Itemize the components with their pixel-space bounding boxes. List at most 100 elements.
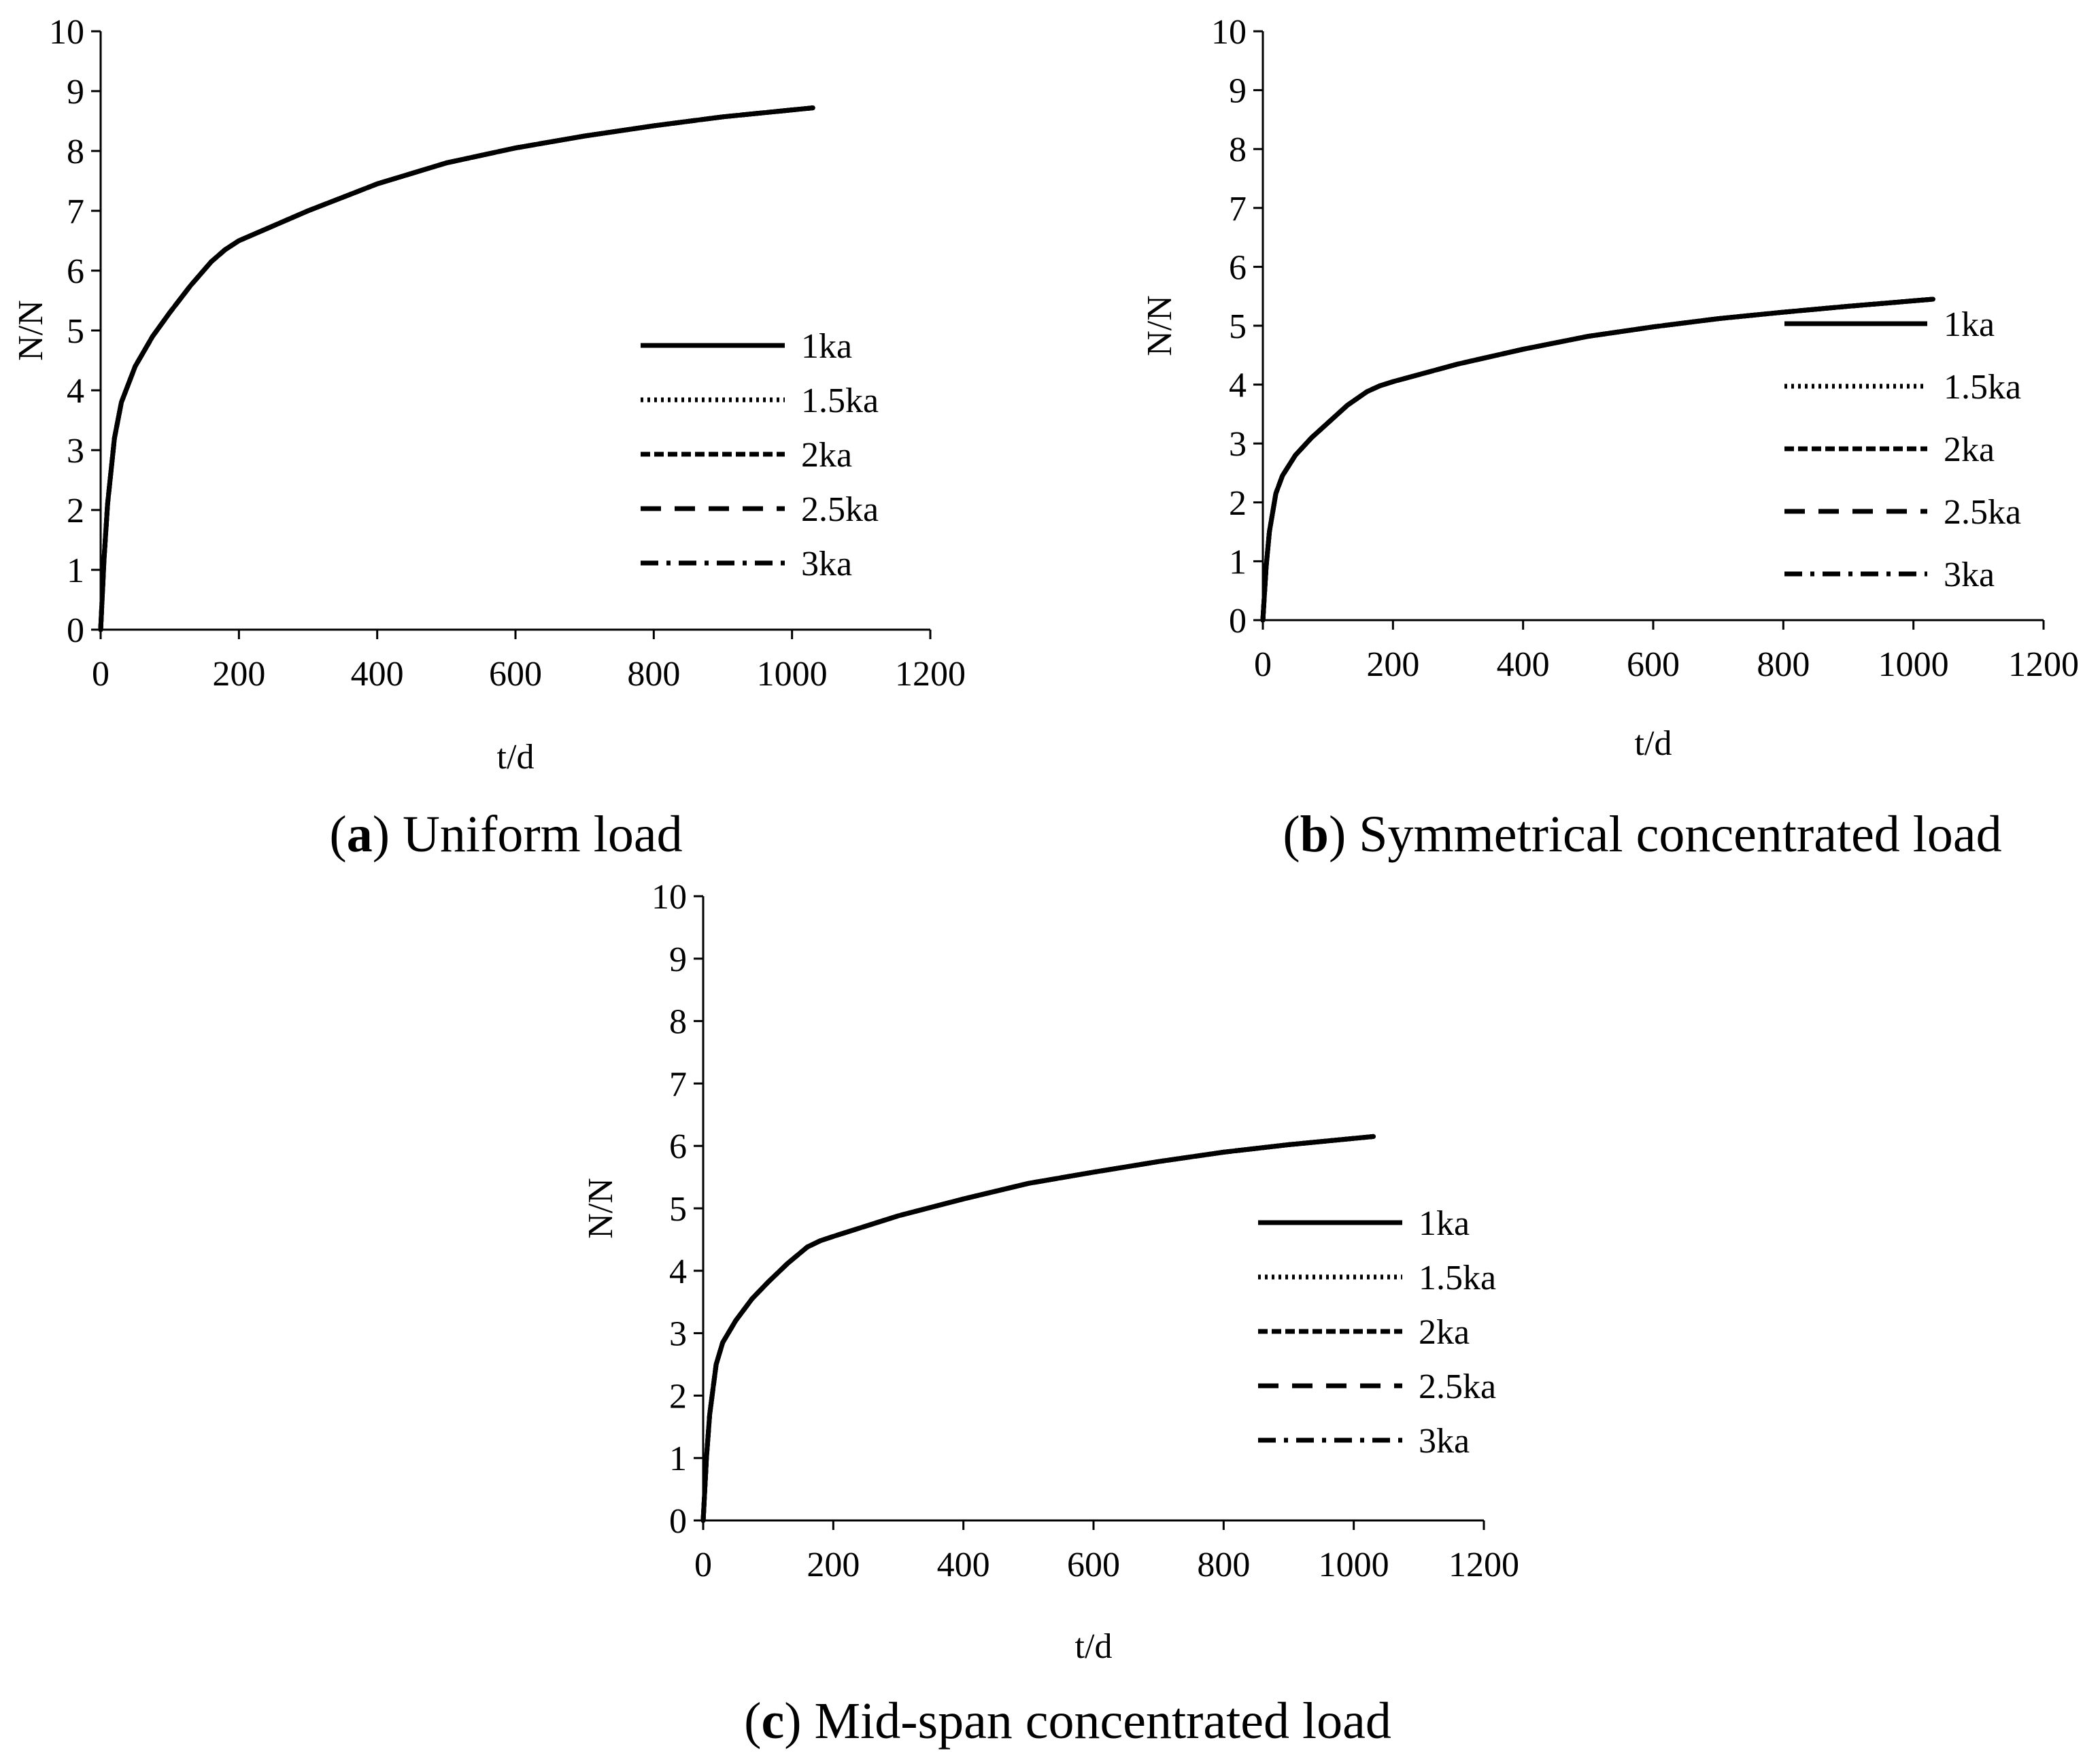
x-tick-label: 1200 (1449, 1546, 1519, 1584)
legend-label: 2ka (1419, 1313, 1470, 1352)
caption-text: Uniform load (403, 806, 683, 863)
x-tick-label: 800 (1757, 645, 1810, 684)
y-tick-label: 7 (1229, 190, 1247, 228)
x-tick-label: 600 (1067, 1546, 1120, 1584)
legend-label: 1.5ka (1944, 368, 2021, 407)
x-tick-label: 600 (1627, 645, 1680, 684)
caption-open-paren: ( (744, 1692, 761, 1750)
x-tick-label: 1200 (895, 655, 966, 694)
legend-label: 2ka (801, 436, 852, 475)
caption-letter: a (347, 806, 373, 863)
legend-label: 2.5ka (1944, 493, 2021, 532)
y-tick-label: 2 (67, 492, 84, 530)
y-tick-label: 2 (1229, 484, 1247, 523)
x-tick-label: 200 (1366, 645, 1419, 684)
y-tick-label: 3 (669, 1315, 687, 1354)
x-tick-label: 800 (1197, 1546, 1250, 1584)
x-tick-label: 0 (92, 655, 109, 694)
x-tick-label: 400 (351, 655, 404, 694)
x-axis-label: t/d (1075, 1627, 1113, 1666)
x-tick-label: 200 (807, 1546, 860, 1584)
x-tick-label: 400 (1497, 645, 1550, 684)
series-line-1.5ka (98, 105, 815, 632)
legend: 1ka 1.5ka 2ka 2.5ka 3ka (1258, 1204, 1496, 1461)
x-tick-label: 1000 (1319, 1546, 1389, 1584)
y-tick-label: 1 (67, 551, 84, 590)
legend-label: 2.5ka (801, 490, 879, 529)
caption-close-paren: ) (784, 1692, 814, 1750)
y-axis-label: N/N (1140, 295, 1179, 356)
y-tick-label: 9 (669, 940, 687, 979)
legend-label: 1.5ka (801, 381, 879, 420)
legend-label: 3ka (801, 545, 852, 583)
series-line-2ka (98, 105, 815, 632)
y-axis-label: N/N (581, 1178, 620, 1239)
caption-close-paren: ) (1329, 806, 1359, 863)
x-tick-label: 1000 (757, 655, 828, 694)
y-tick-label: 6 (669, 1127, 687, 1166)
legend-label: 2ka (1944, 430, 1995, 469)
series-line-1ka (98, 105, 815, 632)
legend-label: 1ka (1944, 305, 1995, 344)
legend-label: 1ka (1419, 1204, 1470, 1243)
panel-caption: (c) Mid-span concentrated load (744, 1692, 1391, 1750)
series-line-2.5ka (700, 1134, 1376, 1523)
y-tick-label: 4 (67, 372, 84, 411)
y-axis-label: N/N (12, 300, 50, 361)
y-tick-label: 0 (1229, 602, 1247, 641)
y-tick-label: 10 (651, 878, 687, 917)
series-line-1ka (700, 1134, 1376, 1523)
x-tick-label: 800 (627, 655, 680, 694)
x-tick-label: 1000 (1878, 645, 1949, 684)
caption-letter: b (1300, 806, 1329, 863)
panel-caption: (b) Symmetrical concentrated load (1283, 806, 2001, 863)
y-tick-label: 1 (1229, 543, 1247, 581)
y-tick-label: 8 (669, 1003, 687, 1042)
caption-text: Mid-span concentrated load (815, 1692, 1391, 1750)
caption-letter: c (761, 1692, 784, 1750)
legend-label: 1.5ka (1419, 1259, 1496, 1297)
y-tick-label: 6 (1229, 248, 1247, 287)
x-axis-label: t/d (1635, 724, 1672, 763)
caption-text: Symmetrical concentrated load (1359, 806, 2001, 863)
x-axis-label: t/d (497, 738, 535, 777)
chart-panel-a: 0 1 2 3 4 5 6 7 8 9 10 0 200 400 600 800 1000 1200 t/d N/N 1… (12, 13, 966, 863)
panel-caption: (a) Uniform load (329, 806, 682, 863)
legend-label: 3ka (1944, 556, 1995, 594)
y-tick-label: 3 (1229, 425, 1247, 464)
series-line-3ka (98, 105, 815, 632)
y-tick-label: 10 (49, 13, 84, 52)
caption-close-paren: ) (373, 806, 403, 863)
y-tick-label: 10 (1211, 13, 1247, 52)
y-tick-label: 1 (669, 1440, 687, 1478)
series-line-1.5ka (700, 1134, 1376, 1523)
x-tick-label: 600 (489, 655, 542, 694)
y-tick-label: 5 (67, 312, 84, 351)
x-tick-label: 0 (694, 1546, 712, 1584)
chart-panel-c: 0 1 2 3 4 5 6 7 8 9 10 0 200 400 600 800 1000 1200 t/d N/N 1… (581, 878, 1519, 1750)
y-tick-label: 3 (67, 432, 84, 471)
y-tick-label: 5 (1229, 307, 1247, 346)
x-tick-label: 0 (1254, 645, 1272, 684)
y-tick-label: 8 (1229, 131, 1247, 169)
legend-label: 1ka (801, 327, 852, 366)
y-tick-label: 6 (67, 252, 84, 291)
y-tick-label: 0 (67, 611, 84, 650)
y-tick-label: 2 (669, 1377, 687, 1416)
y-tick-label: 0 (669, 1502, 687, 1541)
y-tick-label: 4 (1229, 367, 1247, 405)
y-tick-label: 4 (669, 1253, 687, 1291)
y-tick-label: 9 (1229, 72, 1247, 111)
chart-panel-b: 0 1 2 3 4 5 6 7 8 9 10 0 200 400 600 800 1000 1200 t/d N/N 1… (1140, 13, 2079, 863)
caption-open-paren: ( (329, 806, 346, 863)
legend: 1ka 1.5ka 2ka 2.5ka 3ka (1784, 305, 2021, 594)
caption-open-paren: ( (1283, 806, 1300, 863)
series-line-2ka (700, 1134, 1376, 1523)
x-tick-label: 200 (212, 655, 265, 694)
x-tick-label: 1200 (2008, 645, 2079, 684)
series-line-3ka (700, 1134, 1376, 1523)
y-tick-label: 7 (67, 192, 84, 231)
y-tick-label: 5 (669, 1190, 687, 1229)
legend-label: 3ka (1419, 1422, 1470, 1461)
